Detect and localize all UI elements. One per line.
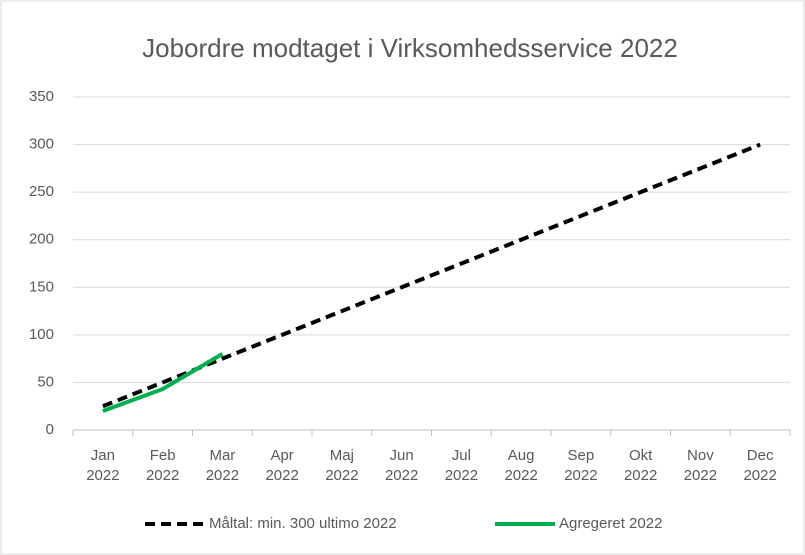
legend-label: Måltal: min. 300 ultimo 2022 [209, 515, 397, 532]
legend-label: Agregeret 2022 [559, 515, 662, 532]
x-tick-label: Okt 2022 [623, 447, 658, 484]
x-tick-label: Nov 2022 [683, 447, 718, 484]
x-tick-label: Maj 2022 [325, 447, 359, 484]
y-tick-label: 0 [46, 421, 54, 438]
y-tick-label: 300 [29, 136, 54, 153]
y-tick-label: 50 [37, 373, 54, 390]
y-tick-label: 150 [29, 278, 54, 295]
x-tick-label: Mar 2022 [205, 447, 240, 484]
x-tick-label: Jan 2022 [86, 447, 120, 484]
x-tick-label: Jul 2022 [444, 447, 479, 484]
y-tick-label: 200 [29, 231, 54, 248]
y-tick-label: 350 [29, 88, 54, 105]
series-line [102, 142, 761, 409]
series-line [102, 352, 224, 413]
x-tick-label: Apr 2022 [265, 447, 299, 484]
y-tick-label: 100 [29, 326, 54, 343]
y-tick-label: 250 [29, 183, 54, 200]
chart-title: Jobordre modtaget i Virksomhedsservice 2… [142, 33, 678, 63]
x-tick-label: Dec 2022 [743, 447, 777, 484]
x-tick-label: Sep 2022 [564, 447, 598, 484]
x-tick-label: Jun 2022 [384, 447, 419, 484]
x-tick-label: Aug 2022 [504, 447, 538, 484]
x-tick-label: Feb 2022 [145, 447, 180, 484]
